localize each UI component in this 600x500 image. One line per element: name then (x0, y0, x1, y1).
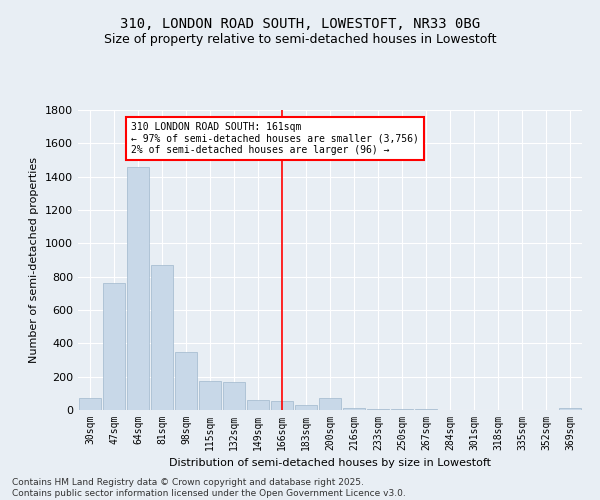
Bar (271, 401, 293, 410)
Bar (79, 398, 101, 410)
Bar (175, 352, 197, 410)
Text: 310 LONDON ROAD SOUTH: 161sqm
← 97% of semi-detached houses are smaller (3,756)
: 310 LONDON ROAD SOUTH: 161sqm ← 97% of s… (131, 122, 419, 155)
Bar (559, 408, 581, 410)
Bar (415, 409, 437, 410)
Text: Contains HM Land Registry data © Crown copyright and database right 2025.
Contai: Contains HM Land Registry data © Crown c… (12, 478, 406, 498)
Bar (127, 166, 149, 410)
Bar (103, 284, 125, 410)
Bar (391, 409, 413, 410)
Y-axis label: Number of semi-detached properties: Number of semi-detached properties (29, 157, 40, 363)
Bar (151, 265, 173, 410)
Bar (367, 409, 389, 410)
Bar (343, 408, 365, 410)
Bar (247, 400, 269, 410)
Text: 310, LONDON ROAD SOUTH, LOWESTOFT, NR33 0BG: 310, LONDON ROAD SOUTH, LOWESTOFT, NR33 … (120, 18, 480, 32)
Bar (319, 398, 341, 410)
X-axis label: Distribution of semi-detached houses by size in Lowestoft: Distribution of semi-detached houses by … (169, 458, 491, 468)
Bar (295, 405, 317, 410)
Bar (199, 381, 221, 410)
Bar (223, 382, 245, 410)
Text: Size of property relative to semi-detached houses in Lowestoft: Size of property relative to semi-detach… (104, 32, 496, 46)
